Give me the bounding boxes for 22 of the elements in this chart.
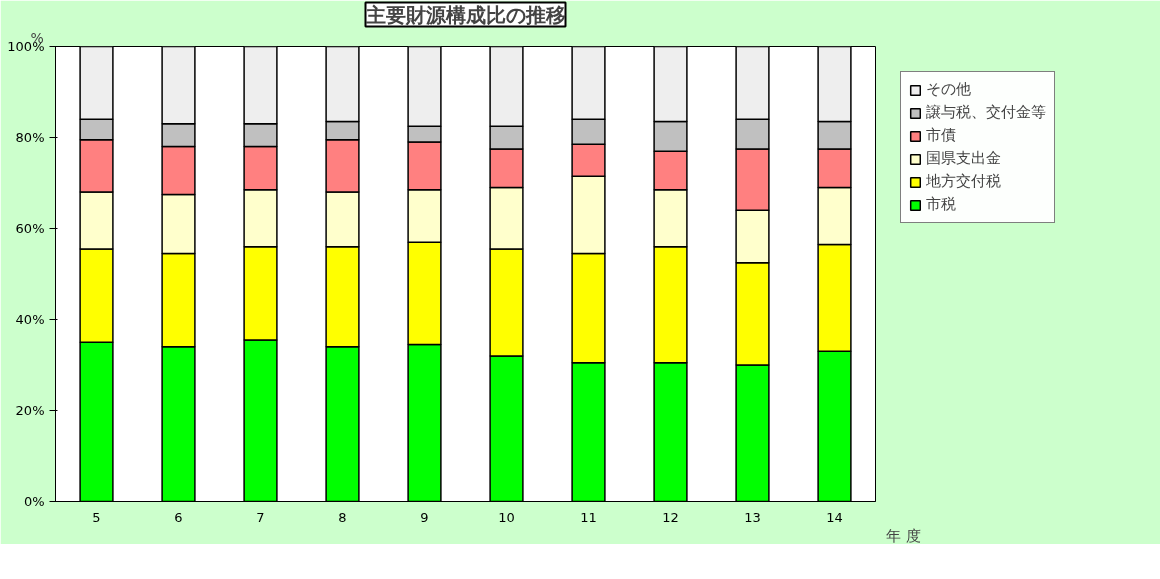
legend-label: 譲与税、交付金等: [926, 103, 1046, 122]
x-tick-label: 13: [744, 509, 761, 525]
y-tick-label: 20%: [15, 403, 45, 418]
legend-label: 市債: [926, 126, 956, 145]
y-tick-label: 60%: [15, 221, 45, 236]
x-tick-label: 14: [826, 509, 843, 525]
x-tick-label: 11: [580, 509, 597, 525]
x-tick-label: 9: [420, 509, 429, 525]
x-tick-label: 10: [498, 509, 515, 525]
x-tick-label: 5: [92, 509, 101, 525]
x-tick-label: 7: [256, 509, 265, 525]
x-axis-title: 年 度: [885, 526, 921, 545]
legend-label: 地方交付税: [926, 172, 1001, 191]
y-tick-label: 0%: [23, 494, 45, 509]
y-tick-label: 40%: [15, 312, 45, 327]
x-tick-label: 6: [174, 509, 183, 525]
legend-label: 市税: [926, 195, 956, 214]
legend-label: その他: [926, 80, 971, 99]
x-tick-label: 8: [338, 509, 347, 525]
y-tick-label: 80%: [15, 130, 45, 145]
x-tick-label: 12: [662, 509, 679, 525]
legend-label: 国県支出金: [926, 149, 1001, 168]
